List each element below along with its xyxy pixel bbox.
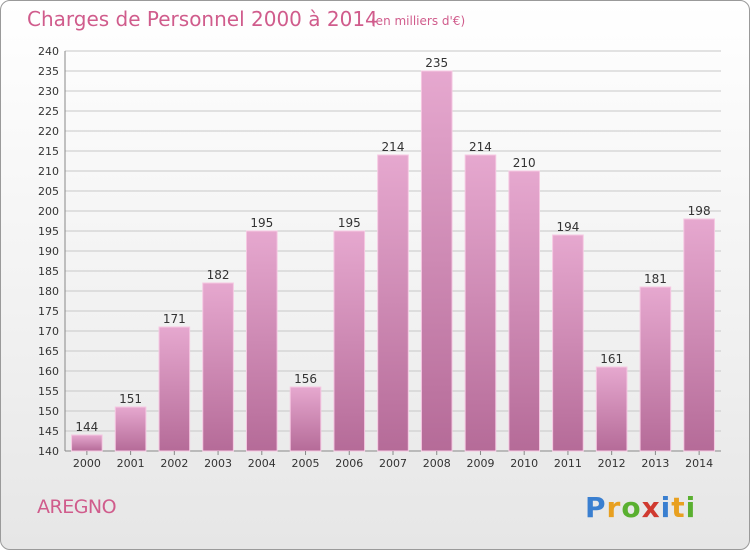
y-tick-label: 195 (38, 225, 59, 238)
data-label-2006: 195 (338, 216, 361, 230)
bar-2004 (245, 230, 278, 452)
data-label-2003: 182 (207, 268, 230, 282)
y-tick-label: 235 (38, 65, 59, 78)
y-tick-label: 180 (38, 285, 59, 298)
x-tick-label: 2010 (510, 457, 538, 470)
y-tick-label: 160 (38, 365, 59, 378)
bars (71, 70, 715, 452)
x-tick-label: 2014 (685, 457, 713, 470)
x-tick-label: 2006 (335, 457, 363, 470)
data-label-2009: 214 (469, 140, 492, 154)
data-label-2007: 214 (382, 140, 405, 154)
x-tick-label: 2004 (248, 457, 276, 470)
bar-2012 (595, 366, 628, 452)
data-label-2001: 151 (119, 392, 142, 406)
x-tick-label: 2003 (204, 457, 232, 470)
x-tick-label: 2005 (292, 457, 320, 470)
data-label-2014: 198 (688, 204, 711, 218)
data-label-2008: 235 (425, 56, 448, 70)
bar-2005 (289, 386, 322, 452)
x-tick-label: 2001 (117, 457, 145, 470)
chart-title: Charges de Personnel 2000 à 2014 (27, 7, 378, 31)
x-tick-label: 2000 (73, 457, 101, 470)
y-tick-label: 155 (38, 385, 59, 398)
data-label-2002: 171 (163, 312, 186, 326)
y-tick-label: 215 (38, 145, 59, 158)
x-tick-label: 2012 (598, 457, 626, 470)
y-tick-label: 150 (38, 405, 59, 418)
x-axis-ticks: 2000 2001 2002 2003 2004 2005 2006 2007 2008 2009… (73, 451, 713, 470)
x-tick-label: 2013 (641, 457, 669, 470)
y-tick-label: 200 (38, 205, 59, 218)
y-tick-label: 190 (38, 245, 59, 258)
y-tick-label: 170 (38, 325, 59, 338)
x-tick-label: 2009 (466, 457, 494, 470)
logo-text: Proxiti (585, 491, 693, 524)
data-label-2004: 195 (250, 216, 273, 230)
chart-subtitle: (en milliers d'€) (371, 14, 466, 28)
x-tick-label: 2008 (423, 457, 451, 470)
bar-2000 (71, 434, 103, 452)
x-tick-label: 2011 (554, 457, 582, 470)
bar-2003 (202, 282, 234, 452)
data-label-2011: 194 (556, 220, 579, 234)
y-tick-label: 240 (38, 45, 59, 58)
bar-2002 (158, 326, 191, 452)
y-tick-label: 205 (38, 185, 59, 198)
data-label-2005: 156 (294, 372, 317, 386)
y-tick-label: 225 (38, 105, 59, 118)
x-tick-label: 2002 (160, 457, 188, 470)
y-tick-label: 145 (38, 425, 59, 438)
bar-2014 (683, 218, 715, 452)
y-axis-ticks: 140 145 150 155 160 165 170 175 180 185 190 195 200 2… (38, 45, 59, 458)
data-labels: 144 151 171 182 195 156 195 214 235 214 210 194 161 1… (75, 56, 710, 434)
y-tick-label: 185 (38, 265, 59, 278)
bar-2001 (114, 406, 147, 452)
bar-2008 (420, 70, 453, 452)
bar-2013 (639, 286, 672, 452)
y-tick-label: 165 (38, 345, 59, 358)
y-tick-label: 230 (38, 85, 59, 98)
bar-2009 (464, 154, 497, 452)
bar-2007 (377, 154, 409, 452)
y-tick-label: 220 (38, 125, 59, 138)
data-label-2010: 210 (513, 156, 536, 170)
y-tick-label: 140 (38, 445, 59, 458)
x-tick-label: 2007 (379, 457, 407, 470)
data-label-2000: 144 (75, 420, 98, 434)
bar-2010 (508, 170, 541, 452)
bar-2011 (552, 234, 584, 452)
bar-2006 (333, 230, 366, 452)
y-tick-label: 210 (38, 165, 59, 178)
proxiti-logo: Proxiti (585, 491, 693, 524)
y-tick-label: 175 (38, 305, 59, 318)
data-label-2012: 161 (600, 352, 623, 366)
data-label-2013: 181 (644, 272, 667, 286)
commune-name: AREGNO (37, 496, 117, 518)
